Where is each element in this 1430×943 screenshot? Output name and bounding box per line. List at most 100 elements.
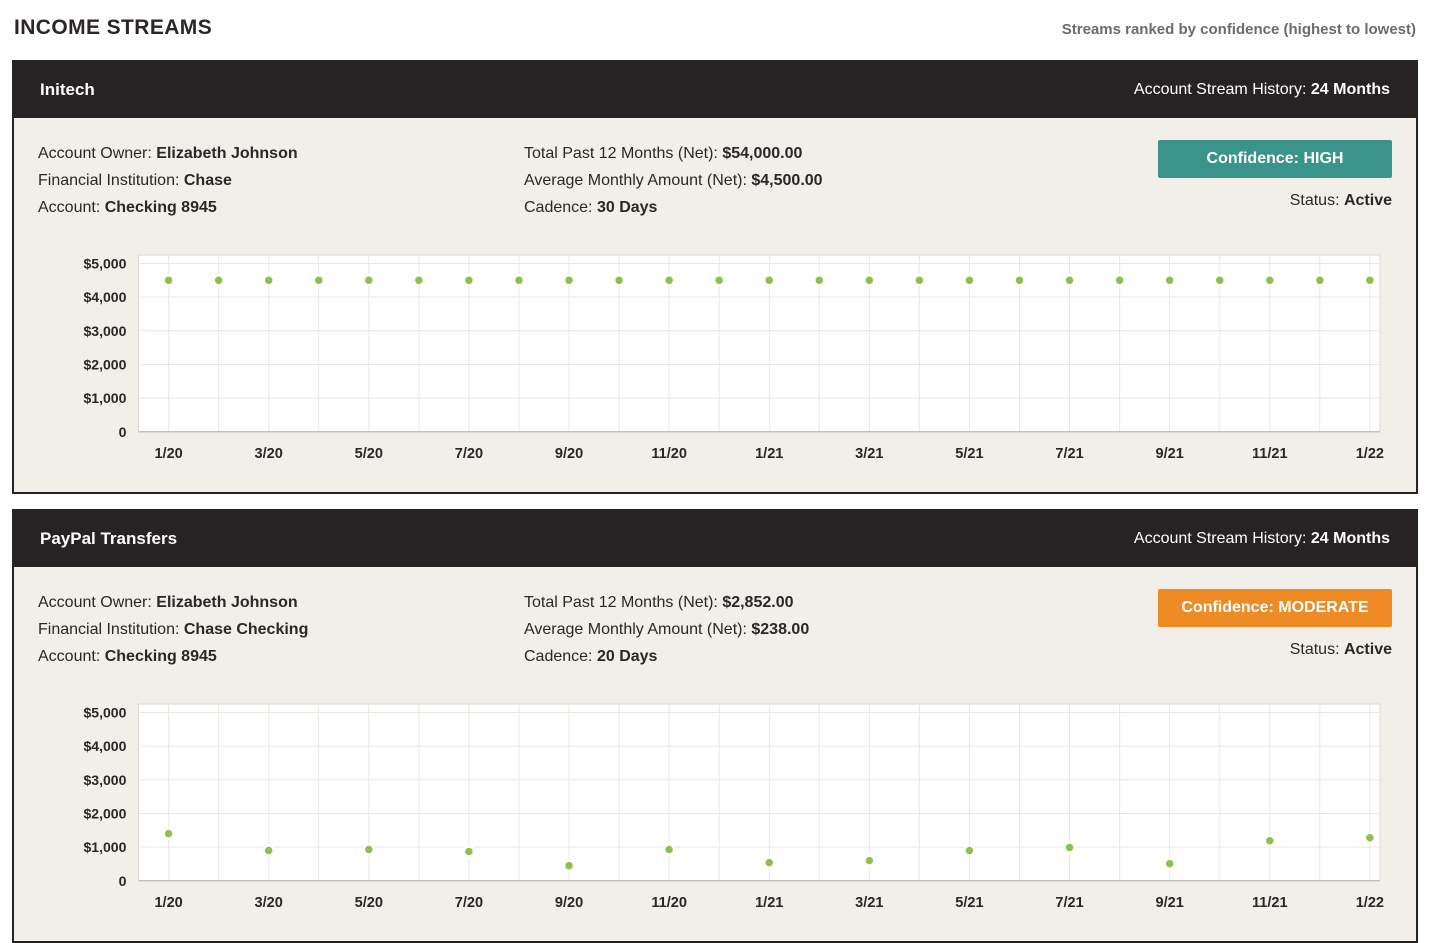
summary-info-column: Total Past 12 Months (Net): $2,852.00 Av… — [524, 589, 1152, 670]
svg-text:3/20: 3/20 — [255, 895, 283, 911]
stream-info-row: Account Owner: Elizabeth Johnson Financi… — [38, 588, 1392, 670]
svg-text:$5,000: $5,000 — [83, 704, 126, 720]
field-value: 20 Days — [596, 647, 658, 665]
svg-text:9/20: 9/20 — [555, 446, 583, 462]
confidence-badge: Confidence: MODERATE — [1158, 588, 1392, 627]
stream-card-body: Account Owner: Elizabeth Johnson Financi… — [14, 567, 1416, 941]
svg-text:$3,000: $3,000 — [83, 772, 126, 788]
field-value: Chase Checking — [183, 620, 309, 638]
account-owner-line: Account Owner: Elizabeth Johnson — [38, 589, 524, 616]
field-label: Cadence: — [524, 647, 593, 665]
total-12-months-line: Total Past 12 Months (Net): $54,000.00 — [524, 140, 1152, 167]
stream-history: Account Stream History: 24 Months — [1134, 530, 1390, 548]
stream-name: PayPal Transfers — [40, 528, 178, 548]
field-label: Financial Institution: — [38, 172, 180, 189]
stream-history: Account Stream History: 24 Months — [1134, 81, 1390, 99]
svg-text:5/21: 5/21 — [955, 895, 983, 911]
confidence-column: Confidence: MODERATE Status: Active — [1152, 588, 1392, 659]
svg-text:7/21: 7/21 — [1055, 895, 1083, 911]
income-history-chart: $5,000 $4,000 $3,000 $2,000 $1,000 0 1/20 3/20 5… — [83, 703, 1384, 911]
page-title: INCOME STREAMS — [14, 16, 213, 39]
account-owner-line: Account Owner: Elizabeth Johnson — [38, 140, 524, 167]
svg-text:$1,000: $1,000 — [83, 839, 126, 855]
field-label: Financial Institution: — [38, 620, 180, 638]
field-label: Account Owner: — [38, 593, 152, 611]
cadence-line: Cadence: 20 Days — [524, 643, 1152, 670]
svg-text:1/22: 1/22 — [1356, 446, 1384, 462]
status-value: Active — [1343, 640, 1392, 658]
average-monthly-line: Average Monthly Amount (Net): $4,500.00 — [524, 167, 1152, 194]
svg-text:3/20: 3/20 — [255, 446, 283, 462]
svg-text:1/21: 1/21 — [755, 446, 783, 462]
confidence-column: Confidence: HIGH Status: Active — [1152, 140, 1392, 210]
svg-text:9/21: 9/21 — [1156, 446, 1184, 462]
stream-card-header: Initech Account Stream History: 24 Month… — [14, 62, 1416, 118]
svg-text:7/21: 7/21 — [1055, 446, 1083, 462]
status-line: Status: Active — [1290, 192, 1392, 210]
stream-history-value: 24 Months — [1310, 81, 1390, 98]
account-info-column: Account Owner: Elizabeth Johnson Financi… — [38, 140, 524, 221]
income-stream-card: PayPal Transfers Account Stream History:… — [12, 508, 1418, 943]
svg-text:5/20: 5/20 — [355, 446, 383, 462]
svg-text:11/21: 11/21 — [1252, 895, 1288, 911]
average-monthly-line: Average Monthly Amount (Net): $238.00 — [524, 616, 1152, 643]
svg-text:0: 0 — [119, 873, 127, 889]
status-label: Status: — [1289, 192, 1340, 209]
income-history-chart: $5,000 $4,000 $3,000 $2,000 $1,000 0 1/20 3/20 5… — [83, 254, 1384, 462]
field-value: Checking 8945 — [104, 647, 217, 665]
stream-card-body: Account Owner: Elizabeth Johnson Financi… — [14, 118, 1416, 492]
financial-institution-line: Financial Institution: Chase Checking — [38, 616, 524, 643]
financial-institution-line: Financial Institution: Chase — [38, 167, 524, 194]
field-value: Checking 8945 — [104, 199, 217, 216]
field-label: Cadence: — [524, 199, 593, 216]
svg-text:5/21: 5/21 — [955, 446, 983, 462]
stream-history-label: Account Stream History: — [1133, 81, 1307, 98]
summary-info-column: Total Past 12 Months (Net): $54,000.00 A… — [524, 140, 1152, 221]
total-12-months-line: Total Past 12 Months (Net): $2,852.00 — [524, 589, 1152, 616]
stream-history-label: Account Stream History: — [1133, 529, 1307, 547]
field-value: Elizabeth Johnson — [156, 593, 298, 611]
svg-text:1/22: 1/22 — [1356, 895, 1384, 911]
svg-text:$1,000: $1,000 — [83, 390, 126, 406]
svg-text:0: 0 — [119, 424, 127, 440]
field-label: Account: — [38, 199, 101, 216]
field-value: 30 Days — [596, 199, 658, 216]
field-value: $54,000.00 — [722, 145, 803, 162]
svg-text:$4,000: $4,000 — [83, 738, 126, 754]
account-line: Account: Checking 8945 — [38, 194, 524, 221]
confidence-badge: Confidence: HIGH — [1158, 140, 1392, 178]
svg-text:$4,000: $4,000 — [83, 289, 126, 305]
svg-text:3/21: 3/21 — [855, 895, 883, 911]
svg-text:1/20: 1/20 — [154, 895, 182, 911]
income-stream-card: Initech Account Stream History: 24 Month… — [12, 60, 1418, 494]
income-history-chart-wrap: $5,000 $4,000 $3,000 $2,000 $1,000 0 1/20 3/20 5… — [38, 247, 1392, 468]
stream-info-row: Account Owner: Elizabeth Johnson Financi… — [38, 140, 1392, 221]
svg-text:9/20: 9/20 — [555, 895, 583, 911]
stream-name: Initech — [40, 80, 95, 99]
svg-text:$3,000: $3,000 — [83, 323, 126, 339]
status-line: Status: Active — [1290, 641, 1392, 659]
svg-text:1/21: 1/21 — [755, 895, 783, 911]
field-value: $4,500.00 — [751, 172, 823, 189]
svg-text:$5,000: $5,000 — [83, 255, 126, 271]
svg-text:3/21: 3/21 — [855, 446, 883, 462]
svg-text:7/20: 7/20 — [455, 446, 483, 462]
svg-text:$2,000: $2,000 — [83, 805, 126, 821]
field-value: $2,852.00 — [722, 593, 794, 611]
svg-text:7/20: 7/20 — [455, 895, 483, 911]
status-value: Active — [1343, 192, 1392, 209]
income-history-chart-wrap: $5,000 $4,000 $3,000 $2,000 $1,000 0 1/20 3/20 5… — [38, 696, 1392, 917]
field-label: Average Monthly Amount (Net): — [524, 620, 747, 638]
field-value: $238.00 — [751, 620, 810, 638]
field-label: Account Owner: — [38, 145, 152, 162]
cadence-line: Cadence: 30 Days — [524, 194, 1152, 221]
field-label: Total Past 12 Months (Net): — [524, 593, 718, 611]
field-value: Chase — [183, 172, 232, 189]
svg-text:11/21: 11/21 — [1252, 446, 1288, 462]
field-label: Account: — [38, 647, 101, 665]
ranking-note: Streams ranked by confidence (highest to… — [1061, 21, 1416, 38]
stream-history-value: 24 Months — [1310, 529, 1390, 547]
svg-text:11/20: 11/20 — [651, 895, 687, 911]
svg-text:$2,000: $2,000 — [83, 356, 126, 372]
